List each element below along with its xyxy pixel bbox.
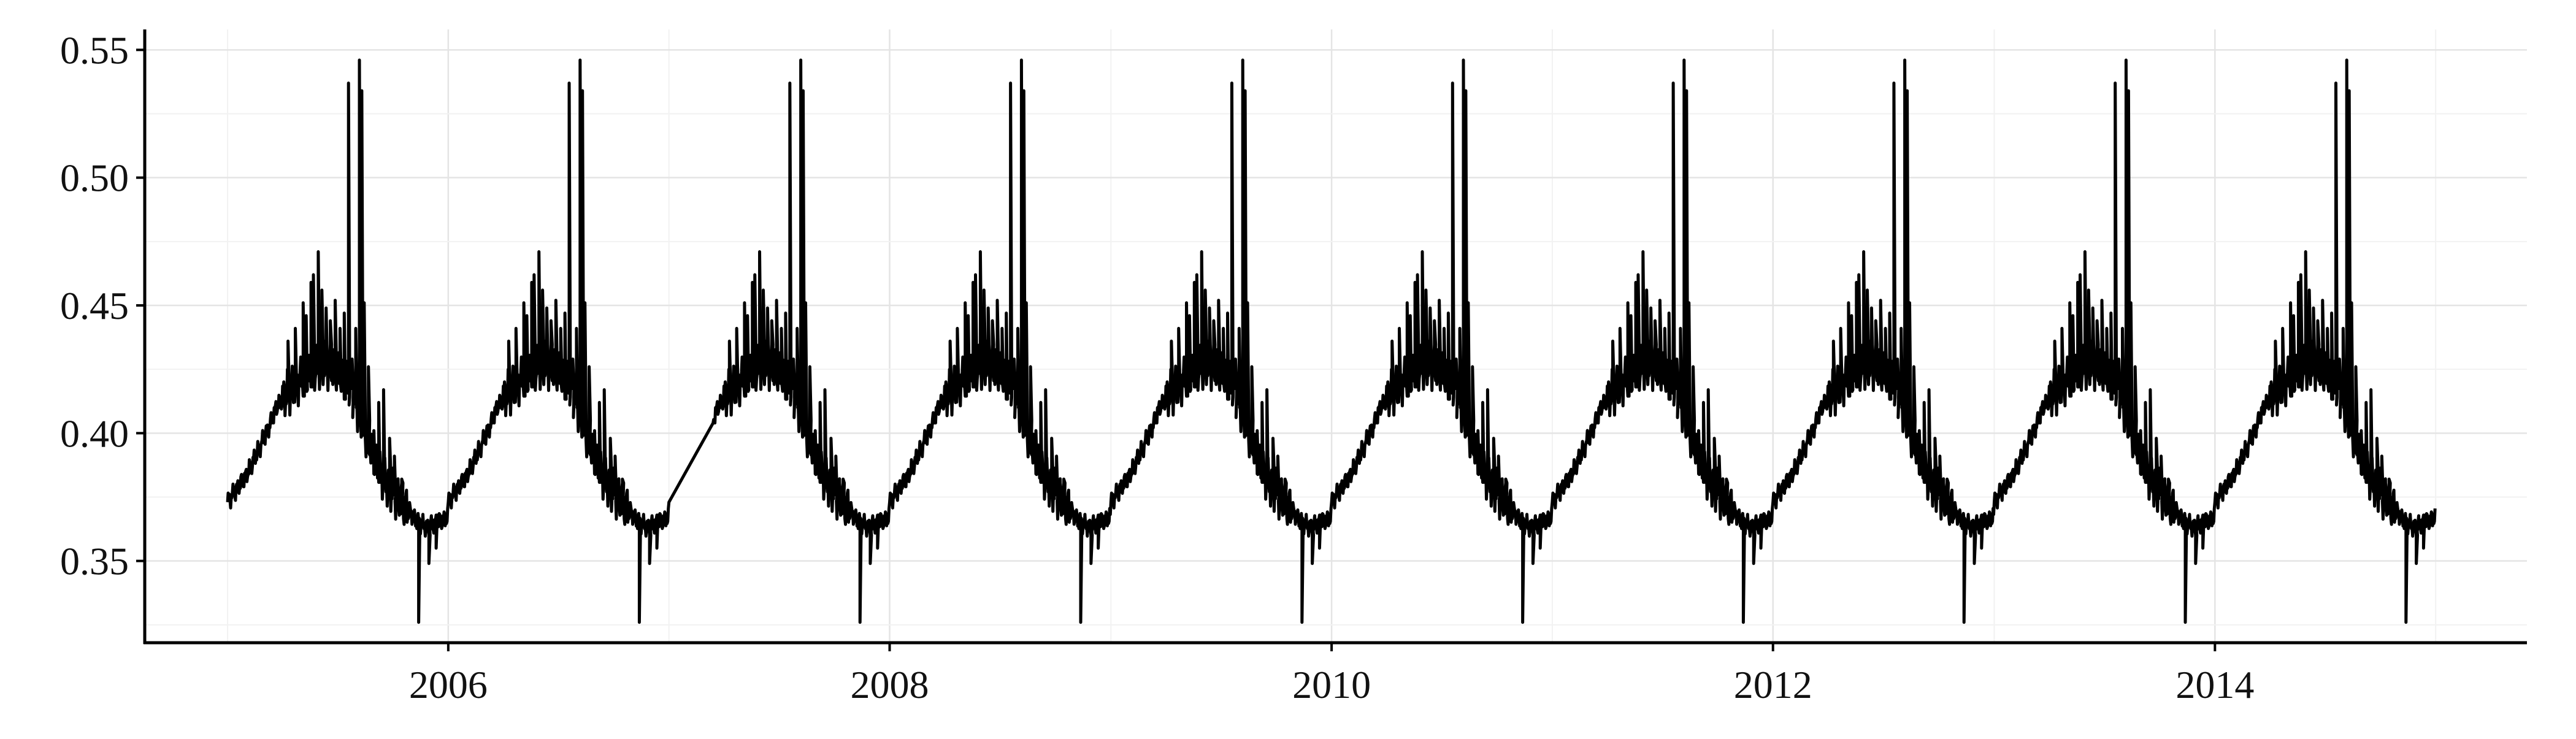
x-tick-label: 2006	[409, 663, 488, 706]
y-tick-label: 0.45	[60, 284, 129, 327]
x-tick-label: 2012	[1734, 663, 1812, 706]
y-tick-label: 0.55	[60, 28, 129, 72]
x-tick-label: 2014	[2175, 663, 2254, 706]
y-tick-label: 0.50	[60, 156, 129, 200]
series-layer	[226, 58, 2437, 624]
grid	[145, 29, 2527, 643]
y-tick-label: 0.40	[60, 412, 129, 455]
y-tick-label: 0.35	[60, 540, 129, 583]
x-tick-label: 2010	[1292, 663, 1371, 706]
series-line	[226, 58, 2437, 624]
axes: 0.35 0.40 0.45 0.50 0.55 2006 2008 2010 2012 2014	[60, 28, 2527, 706]
x-tick-label: 2008	[850, 663, 929, 706]
